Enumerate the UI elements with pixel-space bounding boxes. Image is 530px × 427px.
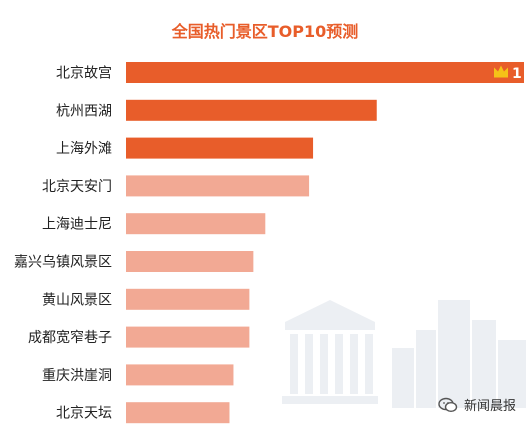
- bar: [126, 251, 254, 272]
- category-label: 北京天坛: [56, 406, 112, 422]
- crown-icon: [494, 65, 508, 78]
- skyline-building: [472, 320, 496, 408]
- rank-badge-number: 1: [512, 66, 522, 82]
- bar: [126, 288, 250, 310]
- wechat-icon: [438, 397, 458, 412]
- building-pediment: [285, 300, 375, 322]
- bar: [126, 364, 234, 386]
- bar: [126, 326, 250, 348]
- bar: [126, 99, 377, 121]
- category-label: 嘉兴乌镇风景区: [14, 255, 112, 271]
- bar: [126, 213, 266, 235]
- building-column: [350, 334, 358, 394]
- category-label: 北京天安门: [42, 179, 112, 195]
- bar: [126, 137, 314, 159]
- category-label: 成都宽窄巷子: [28, 329, 112, 346]
- category-label: 杭州西湖: [56, 103, 112, 119]
- skyline-building: [438, 300, 470, 408]
- chart-title: 全国热门景区TOP10预测: [171, 22, 359, 41]
- category-label: 北京故宫: [56, 66, 112, 82]
- category-label: 重庆洪崖洞: [42, 368, 112, 384]
- skyline-building: [392, 348, 414, 408]
- watermark: 新闻晨报: [438, 395, 516, 414]
- bar: [126, 62, 524, 83]
- bar: [126, 175, 310, 197]
- building-column: [305, 334, 313, 394]
- building-entablature: [285, 322, 375, 330]
- building-column: [320, 334, 328, 394]
- bar: [126, 402, 230, 424]
- building-column: [290, 334, 298, 394]
- building-column: [335, 334, 343, 394]
- category-label: 上海外滩: [56, 141, 112, 157]
- skyline-building: [498, 340, 526, 408]
- skyline-building: [416, 330, 436, 408]
- category-label: 黄山风景区: [42, 291, 112, 308]
- category-label: 上海迪士尼: [42, 217, 112, 233]
- watermark-text: 新闻晨报: [464, 399, 517, 414]
- building-column: [365, 334, 373, 394]
- building-base: [282, 396, 378, 404]
